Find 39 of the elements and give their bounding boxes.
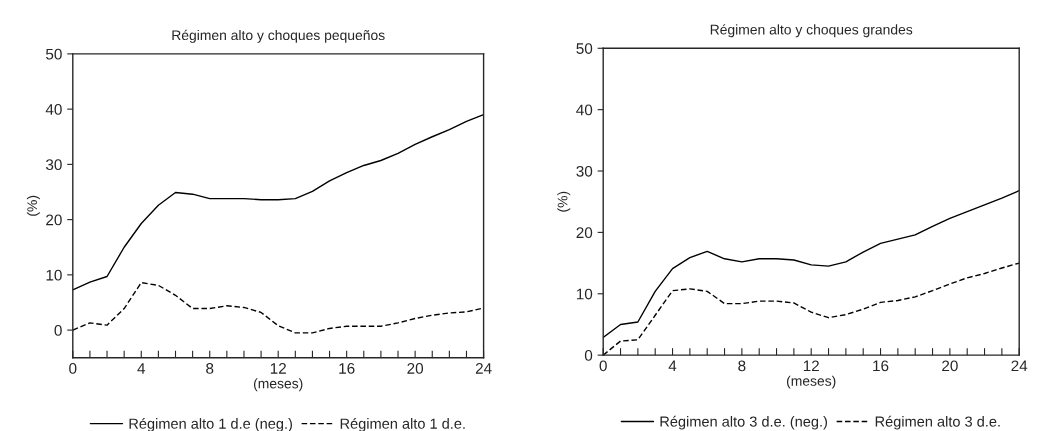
y-tick-label: 10 [576, 288, 593, 300]
x-tick-label: 20 [942, 360, 958, 372]
line-series [72, 113, 484, 291]
y-tick-label: 40 [45, 103, 62, 115]
x-tick-label: 4 [668, 360, 677, 372]
y-tick-label: 30 [576, 165, 593, 177]
x-tick-label: 24 [475, 362, 492, 374]
x-tick-label: 20 [407, 362, 424, 374]
y-tick-label: 50 [46, 48, 62, 60]
legend-label: Régimen alto 1 d.e. [340, 417, 465, 431]
legend-label: Régimen alto 1 d.e (neg.) [129, 417, 292, 431]
legend-label: Régimen alto 3 d.e. (neg.) [660, 415, 827, 430]
x-axis-title: (meses) [253, 378, 303, 392]
y-tick-label: 40 [576, 104, 593, 116]
line-series [72, 281, 484, 334]
y-tick-label: 0 [54, 324, 62, 336]
x-tick-label: 8 [738, 360, 746, 372]
x-tick-label: 0 [599, 360, 607, 372]
y-tick-label: 20 [46, 214, 62, 226]
x-tick-label: 16 [873, 360, 889, 372]
legend-label: Régimen alto 3 d.e. [875, 415, 1000, 430]
x-tick-label: 0 [69, 362, 77, 374]
x-tick-label: 8 [206, 362, 214, 374]
line-series [603, 189, 1020, 339]
y-axis-title: (%) [557, 191, 571, 212]
x-tick-label: 4 [137, 363, 146, 374]
x-tick-label: 12 [803, 360, 819, 372]
x-tick-label: 16 [339, 362, 355, 374]
y-tick-label: 20 [576, 227, 593, 239]
y-tick-label: 10 [46, 269, 62, 281]
x-axis-title: (meses) [786, 375, 836, 389]
x-tick-label: 24 [1011, 360, 1028, 372]
y-axis-title: (%) [26, 195, 40, 216]
chart-title: Régimen alto y choques grandes [710, 24, 913, 38]
y-tick-label: 0 [584, 350, 593, 361]
x-tick-label: 12 [270, 362, 286, 374]
chart-title: Régimen alto y choques pequeños [172, 29, 385, 43]
y-tick-label: 30 [45, 159, 62, 171]
y-tick-label: 50 [576, 43, 593, 54]
